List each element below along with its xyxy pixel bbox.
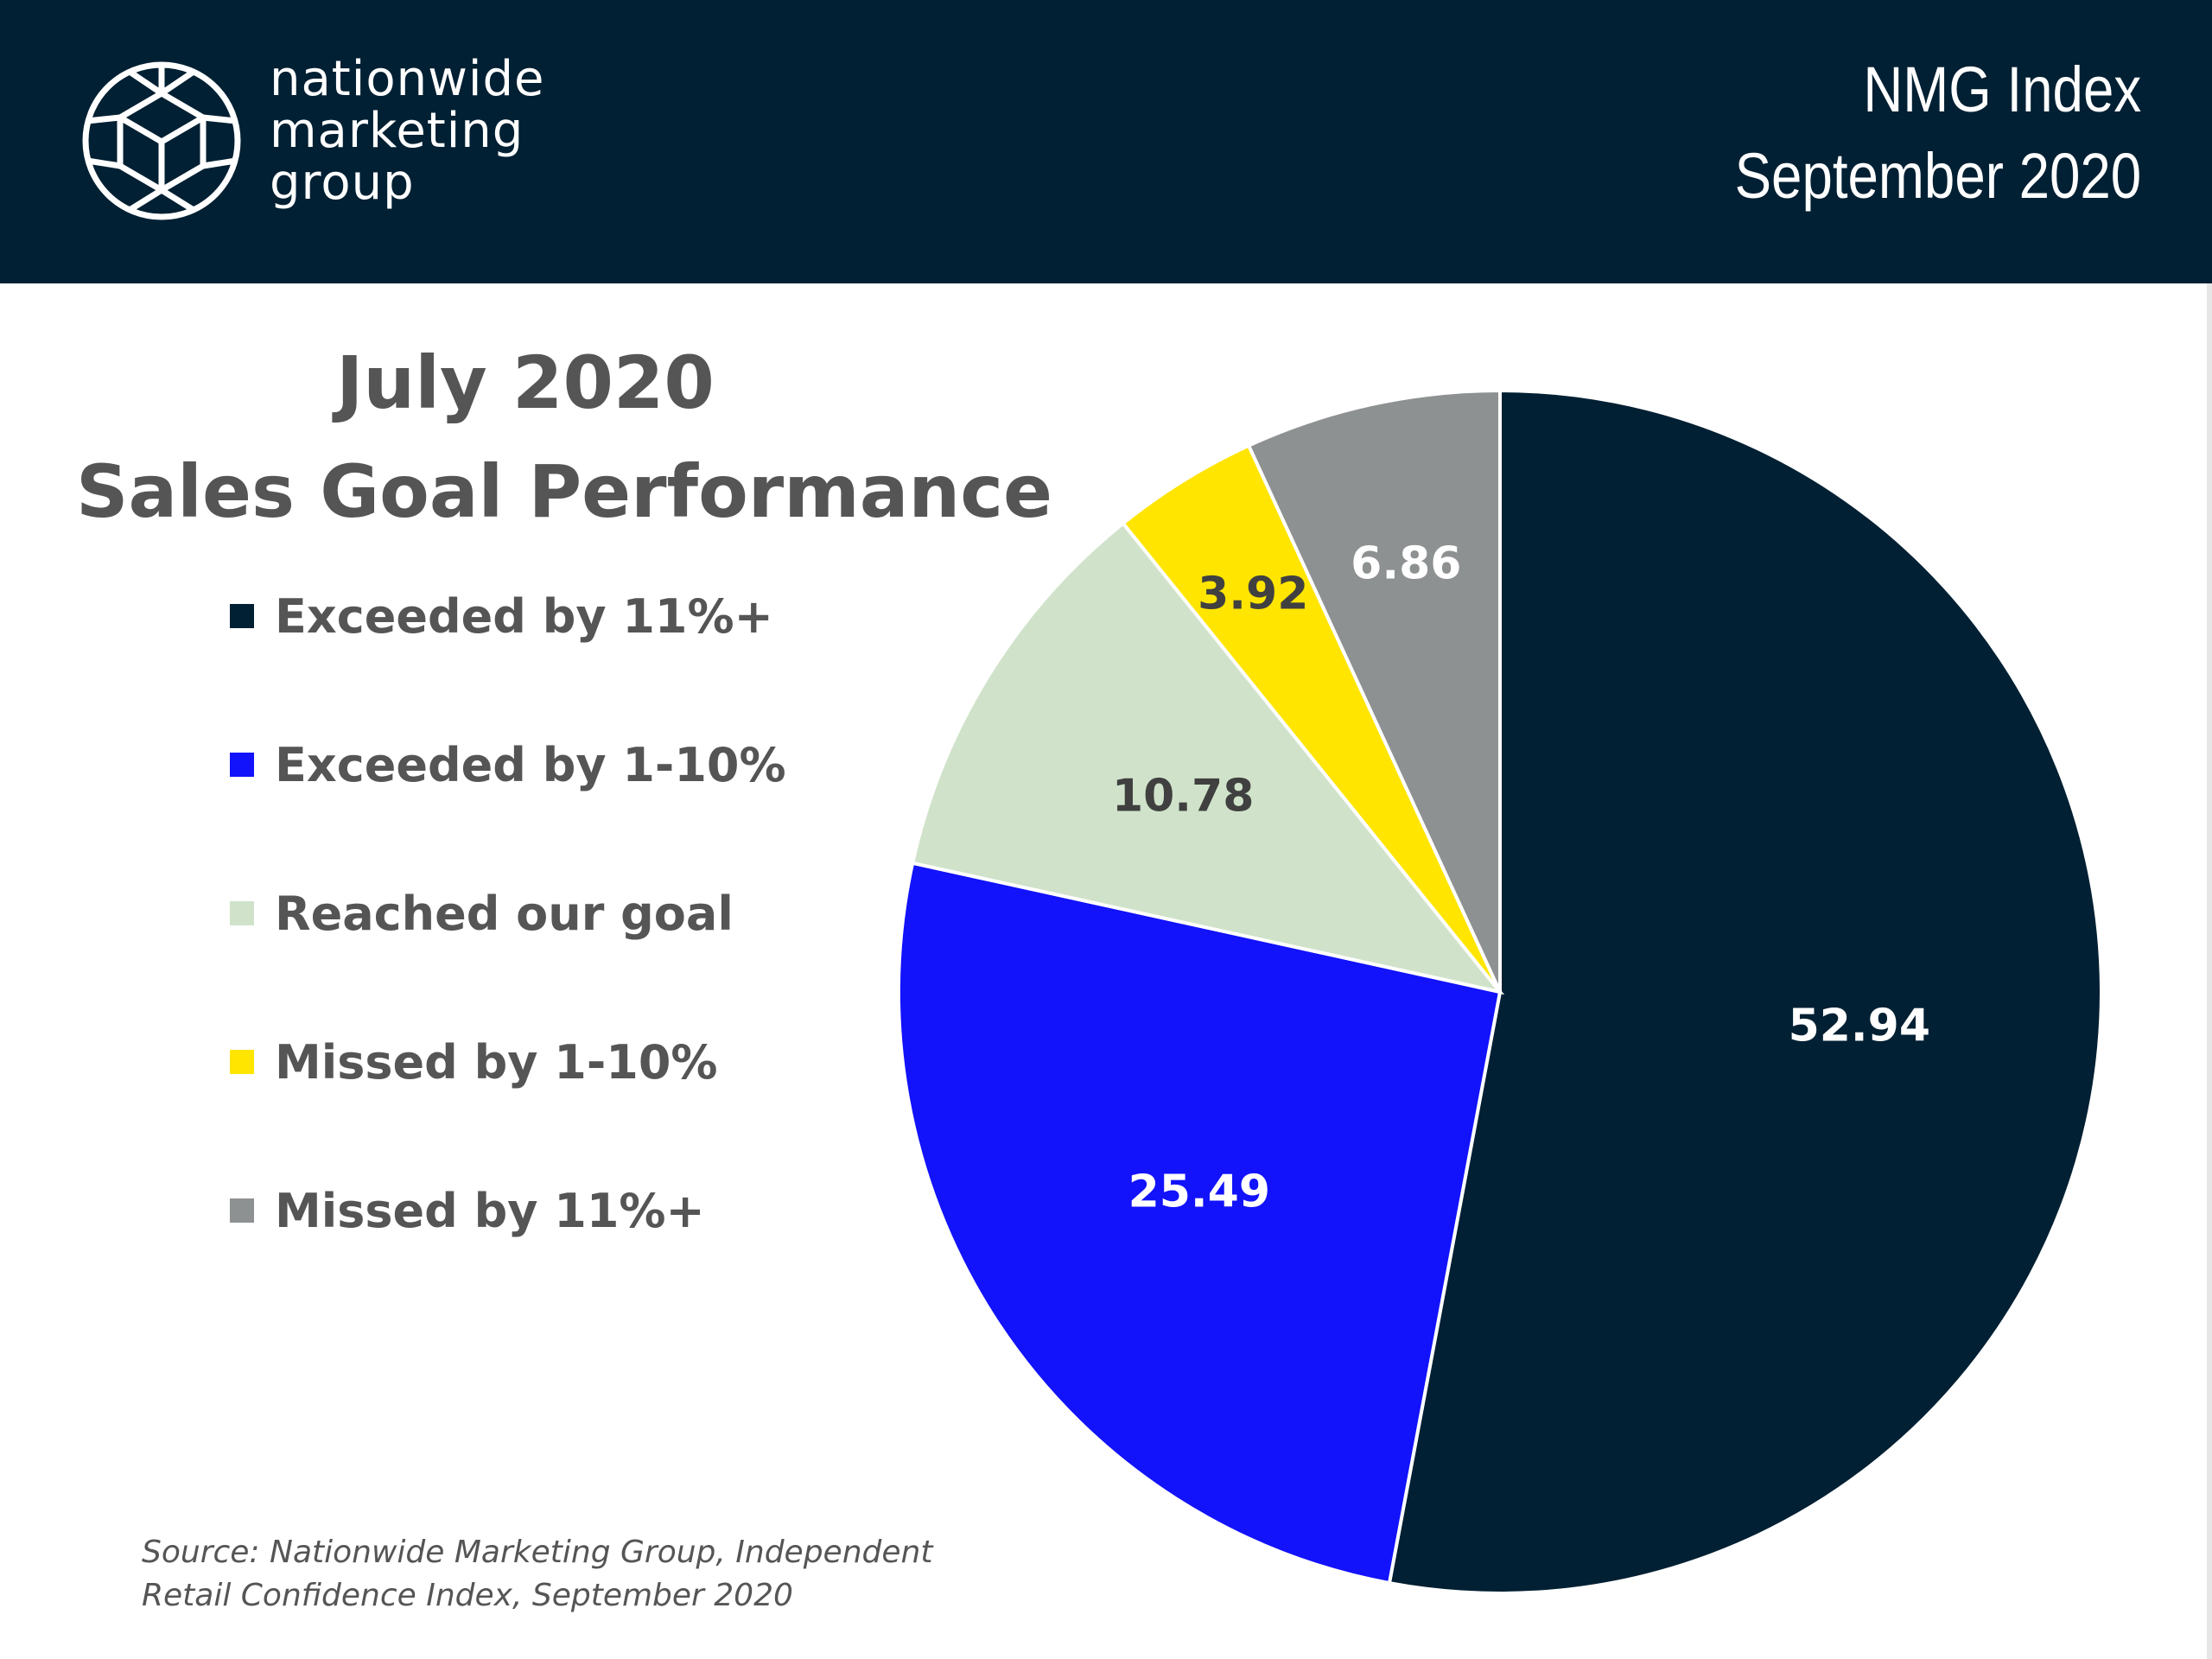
brand-name: nationwide marketing group [270, 54, 544, 209]
pie-slice-1 [897, 861, 1503, 1586]
legend-item-reached-goal: Reached our goal [230, 885, 786, 942]
legend-swatch [230, 753, 254, 777]
index-date: September 2020 [1734, 140, 2141, 212]
pie-slice-2 [910, 520, 1505, 995]
pie-slice-label-1: 25.49 [1128, 1166, 1270, 1218]
legend-label: Missed by 1-10% [275, 1034, 718, 1090]
header-banner: nationwide marketing group NMG Index Sep… [0, 0, 2212, 283]
right-edge-divider [2207, 283, 2212, 1659]
legend-swatch [230, 1050, 254, 1074]
chart-title: July 2020 Sales Goal Performance [76, 328, 1052, 546]
pie-slice-label-3: 3.92 [1198, 568, 1308, 620]
legend-swatch [230, 1198, 254, 1223]
legend-item-exceeded-11: Exceeded by 11%+ [230, 588, 786, 645]
pie-slice-4 [1246, 388, 1502, 993]
pie-slice-label-4: 6.86 [1351, 538, 1461, 590]
chart-title-line-1: July 2020 [336, 340, 715, 425]
source-line-2: Retail Confidence Index, September 2020 [142, 1578, 793, 1613]
chart-title-line-2: Sales Goal Performance [76, 449, 1052, 534]
legend-item-missed-1-10: Missed by 1-10% [230, 1033, 786, 1090]
legend-label: Missed by 11%+ [275, 1183, 705, 1238]
brand-line-1: nationwide [270, 51, 545, 107]
legend-swatch [230, 604, 254, 628]
brand-line-3: group [270, 155, 415, 211]
brand-line-2: marketing [270, 103, 524, 159]
chart-legend: Exceeded by 11%+ Exceeded by 1-10% Reach… [230, 588, 786, 1331]
pie-slice-0 [1387, 388, 2103, 1595]
index-title: NMG Index [1863, 54, 2141, 125]
legend-label: Reached our goal [275, 886, 734, 941]
legend-label: Exceeded by 11%+ [275, 588, 773, 644]
pie-slice-label-2: 10.78 [1112, 771, 1254, 823]
pie-slice-label-0: 52.94 [1789, 1001, 1930, 1052]
legend-label: Exceeded by 1-10% [275, 737, 786, 792]
legend-swatch [230, 901, 254, 925]
legend-item-missed-11: Missed by 11%+ [230, 1182, 786, 1239]
source-line-1: Source: Nationwide Marketing Group, Inde… [142, 1535, 933, 1570]
source-note: Source: Nationwide Marketing Group, Inde… [142, 1531, 932, 1618]
index-heading: NMG Index September 2020 [1734, 47, 2141, 219]
legend-item-exceeded-1-10: Exceeded by 1-10% [230, 736, 786, 793]
geodesic-cube-icon [82, 61, 241, 220]
